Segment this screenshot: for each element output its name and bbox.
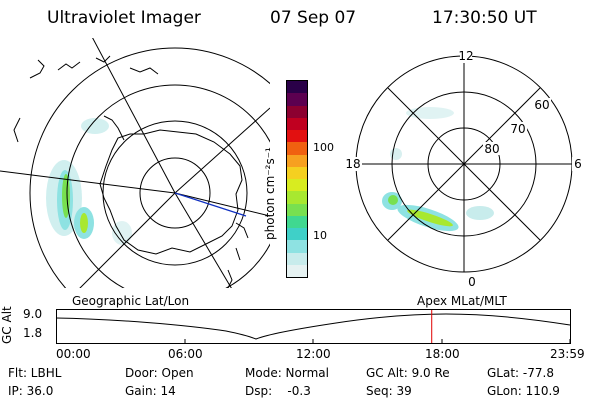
timeline-ymin: 1.8 <box>23 326 43 340</box>
aurora-emission-left <box>46 118 132 245</box>
colorbar-segment <box>287 117 307 130</box>
mlt-label-0: 0 <box>468 275 476 288</box>
colorbar-segment <box>287 179 307 192</box>
apex-label: Apex MLat/MLT <box>417 294 507 308</box>
colorbar-tick-10: 10 <box>313 229 327 242</box>
mlt-lines <box>356 56 572 272</box>
status-filter: Flt: LBHL <box>8 366 62 380</box>
colorbar-segment <box>287 105 307 118</box>
colorbar-unit-label: photon cm⁻²s⁻¹ <box>263 147 277 240</box>
mlt-label-6: 6 <box>574 157 582 171</box>
colorbar-segment <box>287 215 307 228</box>
date-label: 07 Sep 07 <box>270 8 357 28</box>
geographic-label: Geographic Lat/Lon <box>72 294 190 308</box>
colorbar-segment <box>287 264 307 277</box>
status-glat: GLat: -77.8 <box>487 366 554 380</box>
colorbar-segment <box>287 166 307 179</box>
status-seq: Seq: 39 <box>366 384 412 398</box>
status-gain: Gain: 14 <box>125 384 176 398</box>
timeline-tick-0600: 06:00 <box>168 347 203 361</box>
status-mode: Mode: Normal <box>245 366 329 380</box>
coastlines <box>13 55 249 288</box>
colorbar <box>286 80 308 278</box>
mlt-label-12: 12 <box>458 49 473 63</box>
timeline-tick-0000: 00:00 <box>56 347 91 361</box>
satellite-look-line <box>174 192 247 217</box>
status-door: Door: Open <box>125 366 194 380</box>
colorbar-segment <box>287 203 307 216</box>
colorbar-segment <box>287 191 307 204</box>
colorbar-segment <box>287 252 307 265</box>
mlat-label-80: 80 <box>484 142 499 156</box>
latitude-circles <box>29 47 270 288</box>
mlat-label-60: 60 <box>534 98 549 112</box>
time-label: 17:30:50 UT <box>432 8 537 28</box>
colorbar-segment <box>287 142 307 155</box>
app-title: Ultraviolet Imager <box>47 8 201 28</box>
mlt-label-18: 18 <box>345 157 360 171</box>
colorbar-segment <box>287 228 307 241</box>
colorbar-segment <box>287 240 307 253</box>
colorbar-segment <box>287 81 307 94</box>
meridian-lines <box>0 38 270 288</box>
timeline-axis-label: GC Alt <box>0 306 14 344</box>
timeline-tick-1800: 18:00 <box>425 347 460 361</box>
magnetic-map: 12 18 6 0 60 70 80 <box>342 49 584 288</box>
colorbar-segment <box>287 130 307 143</box>
status-dsp: Dsp: -0.3 <box>245 384 311 398</box>
colorbar-segment <box>287 93 307 106</box>
mlat-label-70: 70 <box>510 122 525 136</box>
colorbar-segment <box>287 154 307 167</box>
aurora-emission-right <box>382 107 494 232</box>
status-gc-alt: GC Alt: 9.0 Re <box>366 366 450 380</box>
colorbar-tick-100: 100 <box>313 141 334 154</box>
timeline-tick-2359: 23:59 <box>550 347 585 361</box>
geographic-map <box>0 38 270 288</box>
status-ip: IP: 36.0 <box>8 384 54 398</box>
status-glon: GLon: 110.9 <box>487 384 560 398</box>
timeline-ymax: 9.0 <box>23 307 43 321</box>
timeline-tick-1200: 12:00 <box>296 347 331 361</box>
altitude-timeline <box>56 309 571 344</box>
